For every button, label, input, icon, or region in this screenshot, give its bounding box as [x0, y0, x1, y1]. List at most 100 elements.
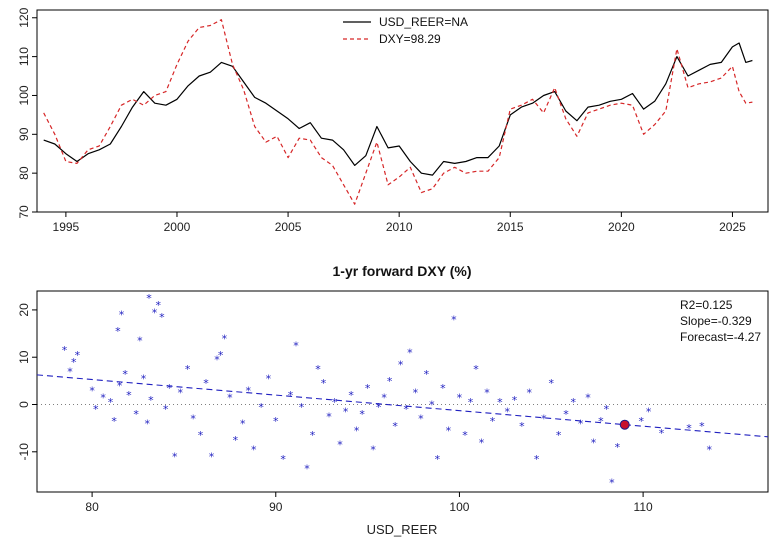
top-y-tick-label: 90 — [17, 127, 31, 141]
scatter-point: * — [365, 382, 371, 395]
scatter-point: * — [646, 406, 652, 419]
bottom-y-tick-label: 0 — [17, 401, 31, 408]
scatter-point: * — [490, 415, 496, 428]
scatter-point: * — [446, 425, 452, 438]
scatter-title: 1-yr forward DXY (%) — [333, 263, 472, 279]
scatter-point: * — [512, 394, 518, 407]
bottom-y-tick-label: 10 — [17, 350, 31, 364]
scatter-point: * — [337, 439, 343, 452]
scatter-point: * — [315, 363, 321, 376]
scatter-point: * — [166, 382, 172, 395]
scatter-point: * — [462, 429, 468, 442]
scatter-point: * — [639, 415, 645, 428]
scatter-point: * — [117, 380, 123, 393]
scatter-point: * — [293, 339, 299, 352]
scatter-point: * — [519, 420, 525, 433]
scatter-point: * — [227, 391, 233, 404]
scatter-point: * — [387, 375, 393, 388]
scatter-point: * — [144, 417, 150, 430]
dxy-line — [43, 19, 753, 205]
scatter-point: * — [706, 443, 712, 456]
bottom-y-tick-label: 20 — [17, 303, 31, 317]
scatter-point: * — [392, 420, 398, 433]
scatter-point: * — [370, 443, 376, 456]
top-x-tick-label: 2005 — [275, 220, 302, 234]
scatter-point: * — [468, 396, 474, 409]
scatter-x-axis-label: USD_REER — [367, 522, 438, 537]
scatter-point: * — [609, 477, 615, 490]
scatter-point: * — [62, 344, 68, 357]
scatter-point: * — [159, 311, 165, 324]
scatter-point: * — [321, 377, 327, 390]
scatter-point: * — [108, 396, 114, 409]
usd-reer-line — [43, 42, 753, 176]
scatter-point: * — [209, 451, 215, 464]
scatter-point: * — [451, 313, 457, 326]
scatter-point: * — [571, 396, 577, 409]
scatter-point: * — [659, 427, 665, 440]
top-x-tick-label: 2020 — [608, 220, 635, 234]
scatter-point: * — [163, 403, 169, 416]
forecast-label: Forecast=-4.27 — [680, 330, 761, 344]
scatter-point: * — [407, 346, 413, 359]
scatter-point: * — [178, 387, 184, 400]
scatter-point: * — [413, 387, 419, 400]
time-series-panel: 1995 2000 2005 2010 2015 2020 2025 70 80 90 100 110… — [17, 7, 769, 234]
scatter-point: * — [541, 413, 547, 426]
scatter-point: * — [258, 401, 264, 414]
regression-stats: R2=0.125 Slope=-0.329 Forecast=-4.27 — [680, 298, 761, 344]
scatter-point: * — [111, 415, 117, 428]
scatter-point: * — [155, 299, 161, 312]
top-series-lines — [43, 19, 753, 205]
legend-label-usd-reer: USD_REER=NA — [379, 15, 468, 29]
slope-label: Slope=-0.329 — [680, 314, 752, 328]
scatter-point: * — [67, 365, 73, 378]
scatter-point: * — [418, 413, 424, 426]
top-x-tick-label: 2010 — [386, 220, 413, 234]
scatter-point: * — [89, 384, 95, 397]
top-plot-frame — [36, 9, 769, 213]
scatter-point: * — [534, 453, 540, 466]
scatter-point: * — [429, 399, 435, 412]
top-y-tick-label: 100 — [17, 85, 31, 105]
bottom-x-tick-label: 100 — [449, 500, 469, 514]
scatter-point: * — [119, 309, 125, 322]
scatter-point: * — [591, 436, 597, 449]
scatter-point: * — [381, 391, 387, 404]
scatter-point: * — [185, 363, 191, 376]
scatter-point: * — [141, 372, 147, 385]
top-y-tick-label: 80 — [17, 166, 31, 180]
scatter-point: * — [549, 377, 555, 390]
scatter-point: * — [326, 410, 332, 423]
bottom-reference-lines — [36, 374, 769, 438]
top-x-tick-label: 1995 — [53, 220, 80, 234]
scatter-point: * — [148, 394, 154, 407]
scatter-point: * — [604, 403, 610, 416]
scatter-point: * — [497, 396, 503, 409]
top-y-tick-label: 120 — [17, 7, 31, 27]
current-reading-point — [619, 419, 630, 430]
scatter-point: * — [122, 368, 128, 381]
scatter-point: * — [198, 429, 204, 442]
scatter-point: * — [115, 325, 121, 338]
scatter-point: * — [398, 358, 404, 371]
scatter-point: * — [699, 420, 705, 433]
scatter-point: * — [440, 382, 446, 395]
bottom-y-tick-label: -10 — [17, 443, 31, 461]
scatter-point: * — [563, 408, 569, 421]
scatter-point: * — [280, 453, 286, 466]
scatter-panel: 1-yr forward DXY (%) 80 90 100 110-1001020 … — [17, 263, 769, 537]
scatter-point: * — [146, 292, 152, 305]
scatter-point: * — [218, 349, 224, 362]
scatter-point: * — [376, 401, 382, 414]
bottom-x-tick-label: 110 — [634, 500, 653, 514]
scatter-point: * — [93, 403, 99, 416]
regression-line — [36, 374, 769, 438]
scatter-point: * — [75, 349, 81, 362]
scatter-point: * — [190, 413, 196, 426]
r-squared-label: R2=0.125 — [680, 298, 733, 312]
scatter-point: * — [172, 451, 178, 464]
legend-label-dxy: DXY=98.29 — [379, 32, 441, 46]
